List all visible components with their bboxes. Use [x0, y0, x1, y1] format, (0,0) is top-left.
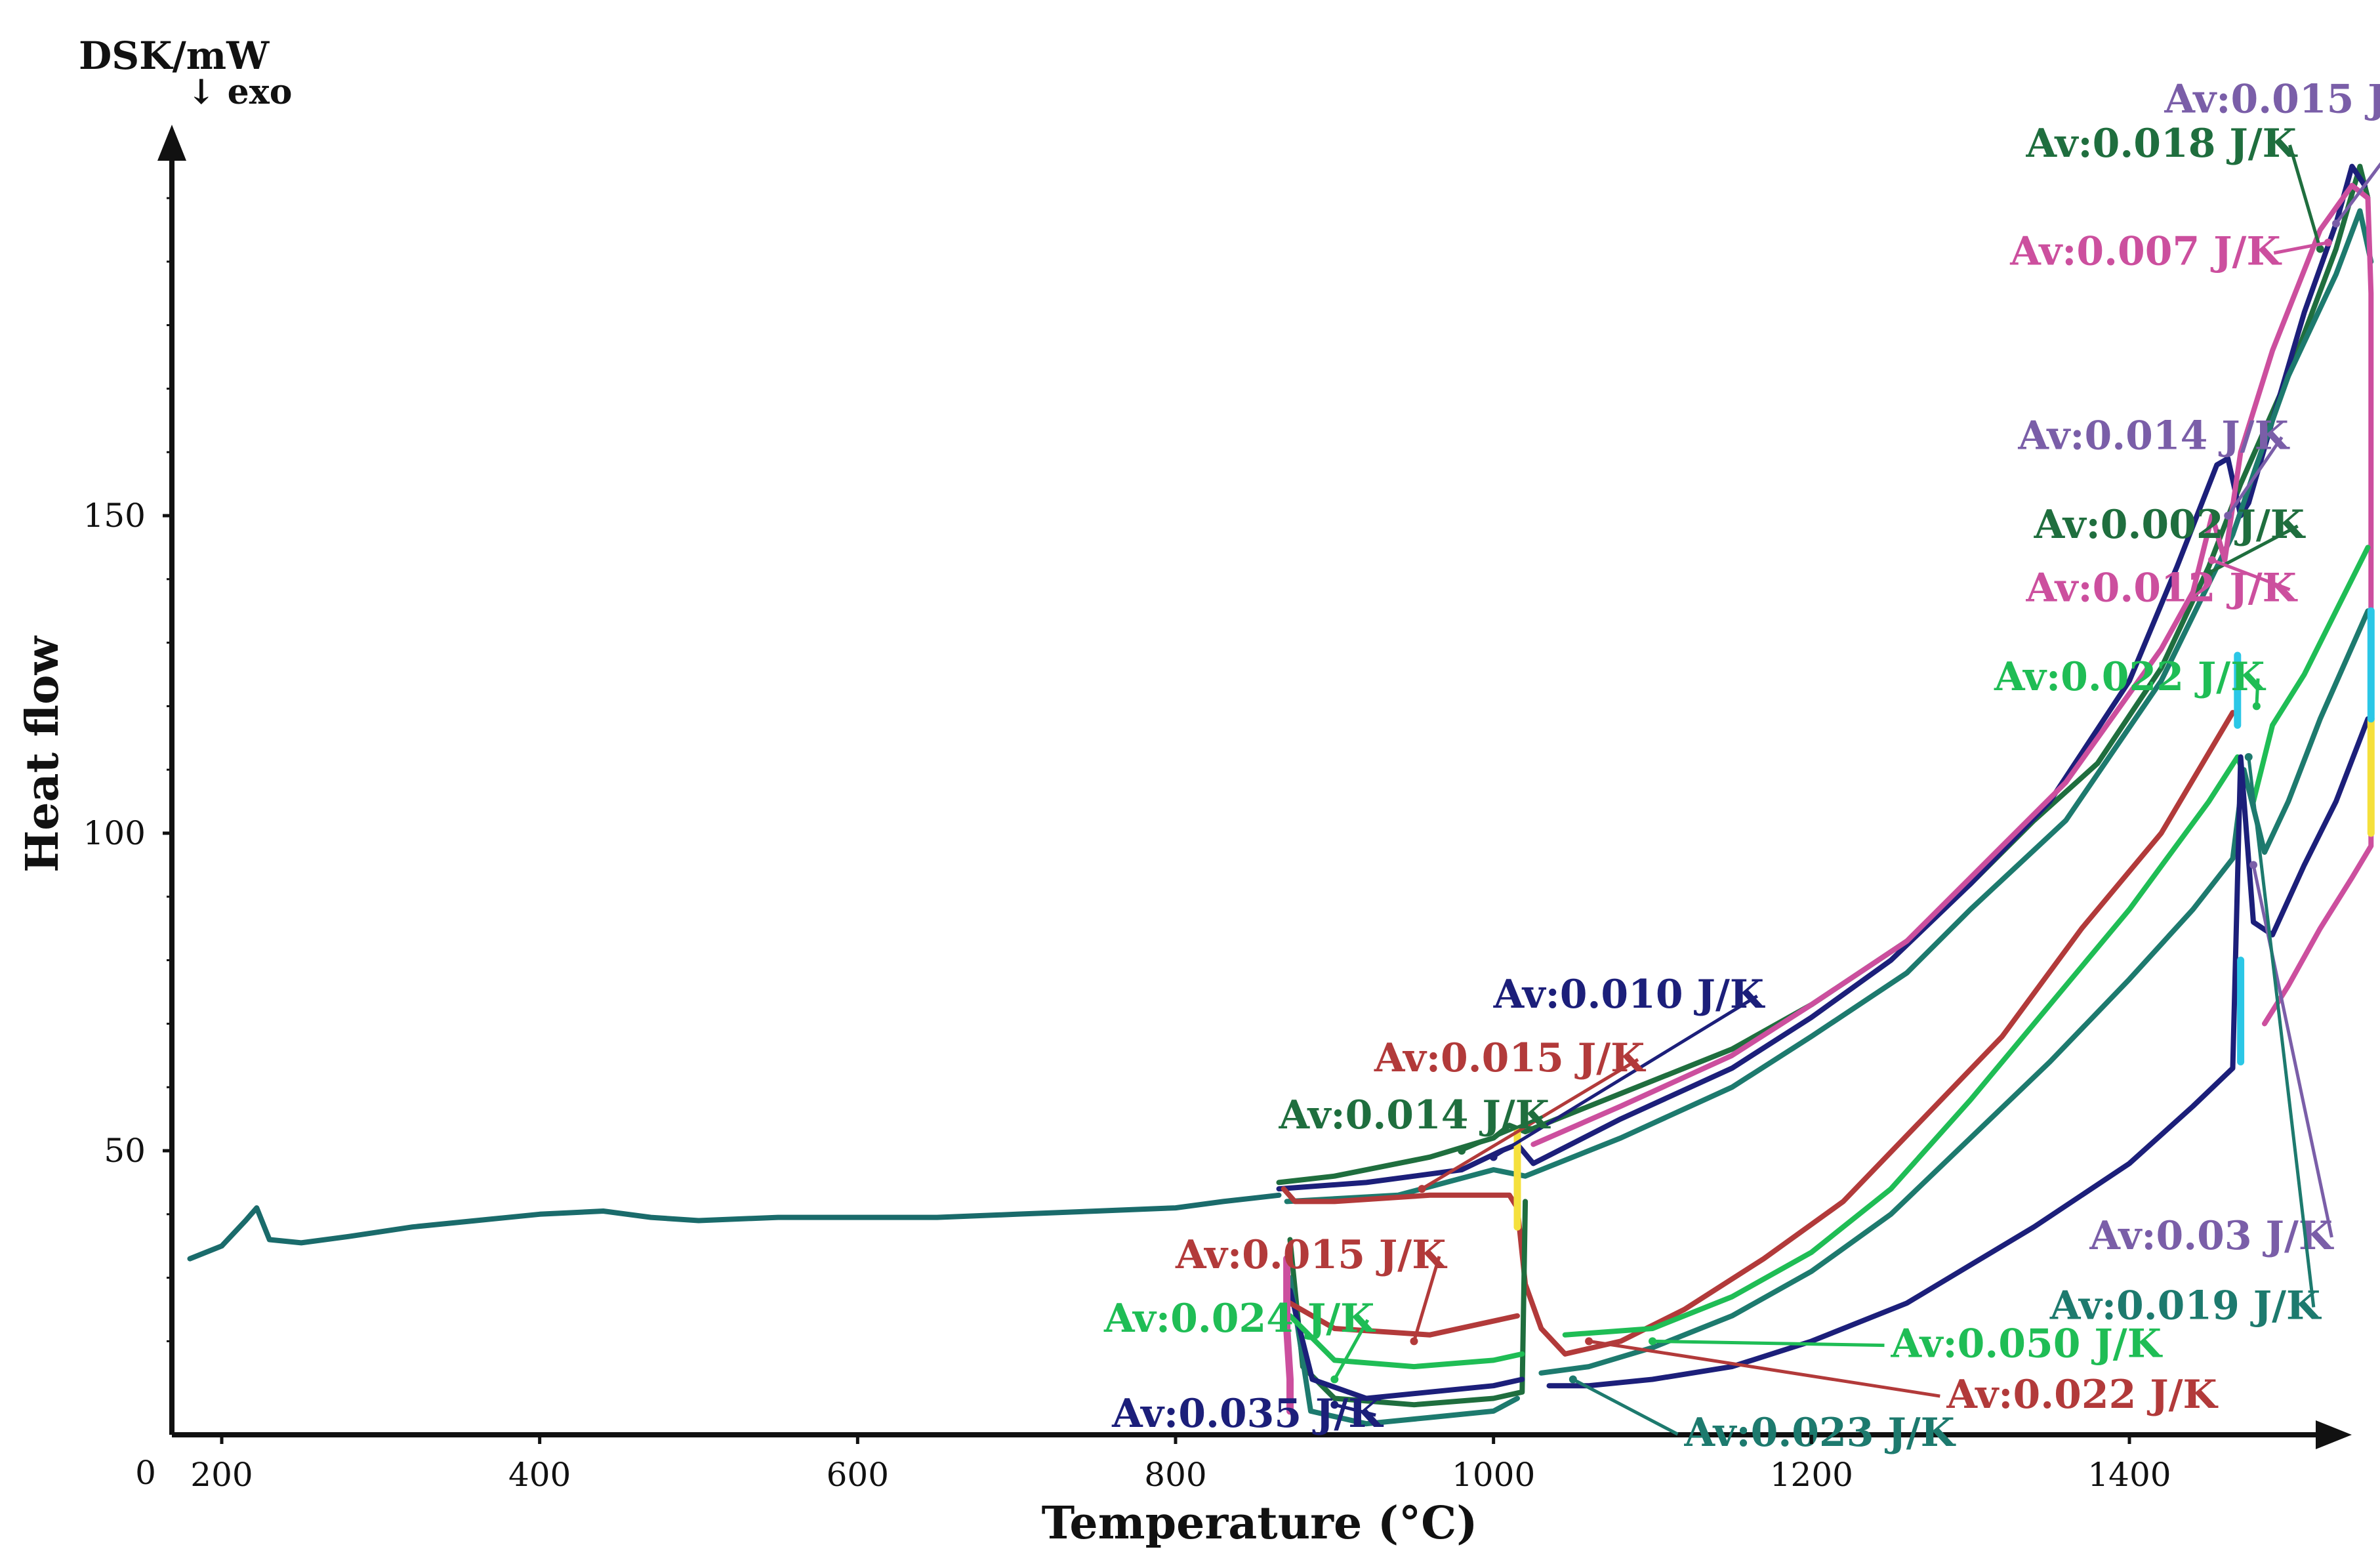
y-tick-label: 100	[83, 814, 146, 852]
annotation-point	[2244, 752, 2253, 761]
annotation-leader-line	[1492, 995, 1758, 1159]
annotation-leader-line	[1588, 1339, 1940, 1398]
annotation-leader-line	[2288, 144, 2322, 250]
x-tick-label: 400	[508, 1456, 571, 1494]
series-line-12	[1287, 1313, 1525, 1370]
y-unit-label: DSK/mW	[79, 33, 270, 78]
annotation-label: Av:0.024 J/K	[1103, 1296, 1376, 1342]
annotation-point	[1330, 1401, 1339, 1409]
series-line-13	[1287, 1300, 1520, 1338]
y-unit-sublabel: ↓ exo	[187, 72, 292, 112]
origin-label: 0	[135, 1454, 156, 1492]
annotation-leader-line	[1461, 1115, 1544, 1153]
annotation-point	[2208, 556, 2217, 564]
series-line-10	[1287, 1275, 1520, 1427]
annotation-label: Av:0.018 J/K	[2025, 121, 2297, 167]
annotation-label: Av:0.022 J/K	[1946, 1372, 2218, 1418]
annotation-point	[1418, 1185, 1426, 1193]
annotation-label: Av:0.022 J/K	[1994, 654, 2266, 700]
annotation-point	[1330, 1375, 1339, 1384]
y-axis-arrow	[157, 125, 186, 161]
annotation-leader-line	[1572, 1378, 1679, 1436]
x-axis-title: Temperature (°C)	[1042, 1497, 1478, 1550]
x-tick-label: 200	[190, 1456, 253, 1494]
annotation-point	[1410, 1337, 1418, 1346]
series-line-5	[1281, 710, 2236, 1357]
y-tick-label: 50	[104, 1132, 146, 1170]
annotation-point	[1649, 1337, 1656, 1346]
annotation-leader-line	[1334, 1403, 1376, 1417]
annotation-label: Av:0.012 J/K	[2025, 566, 2297, 611]
annotation-point	[1458, 1147, 1466, 1155]
annotation-point	[1569, 1375, 1577, 1384]
annotation-label: Av:0.019 J/K	[2049, 1283, 2322, 1329]
annotation-point	[2249, 861, 2258, 869]
x-tick-label: 800	[1144, 1456, 1206, 1494]
annotation-point	[2252, 702, 2261, 711]
annotation-label: Av:0.014 J/K	[1279, 1092, 1551, 1138]
tick-layer: 200 400 600 800 1000 1200 1400 50 100 150	[83, 197, 2171, 1494]
annotation-leader-line	[1652, 1339, 1885, 1348]
annotation-point	[2224, 512, 2232, 520]
annotation-label: Av:0.023 J/K	[1683, 1410, 1956, 1456]
series-line-0	[187, 1192, 1282, 1262]
annotation-label: Av:0.002 J/K	[2034, 502, 2306, 548]
annotation-label: Av:0.007 J/K	[2009, 229, 2282, 275]
annotation-leader-line	[2211, 558, 2291, 592]
annotation-leader-line	[2247, 756, 2316, 1308]
axes	[157, 125, 2352, 1449]
series-line-7	[1538, 608, 2371, 1376]
annotation-label: Av:0.03 J/K	[2089, 1213, 2333, 1259]
annotation-point	[2324, 238, 2332, 247]
annotation-label: Av:0.014 J/K	[2017, 413, 2289, 459]
series-line-11	[1287, 1288, 1525, 1401]
x-tick-label: 600	[827, 1456, 889, 1494]
series-line-14	[1283, 1255, 1294, 1415]
series-line-6	[1562, 545, 2371, 1338]
annotation-leader-line	[2251, 864, 2333, 1238]
x-axis-arrow	[2316, 1420, 2352, 1449]
annotation-leader-line	[1412, 1256, 1441, 1342]
annotation-label: Av:0.015 J/K	[1374, 1035, 1646, 1081]
annotation-leader-line	[2255, 678, 2260, 707]
annotation-point	[2316, 245, 2324, 253]
x-tick-label: 1000	[1452, 1456, 1535, 1494]
x-tick-label: 1400	[2087, 1456, 2171, 1494]
x-tick-label: 1200	[1770, 1456, 1853, 1494]
y-tick-label: 150	[83, 497, 146, 535]
y-axis-title: Heat flow	[16, 636, 69, 873]
annotation-label: Av:0.035 J/K	[1111, 1391, 1384, 1437]
annotation-point	[2205, 569, 2213, 577]
series-line-8	[1546, 716, 2371, 1389]
annotation-point	[1585, 1337, 1593, 1346]
annotation-label: Av:0.015 J/K	[1175, 1232, 1447, 1278]
annotation-point	[2332, 219, 2341, 228]
annotation-leader-line	[2335, 162, 2380, 225]
annotation-leader-line	[1333, 1319, 1370, 1380]
annotation-leader-line	[1421, 1058, 1639, 1191]
annotation-leader-line	[2226, 436, 2284, 517]
annotation-label: Av:0.010 J/K	[1493, 972, 1765, 1018]
annotation-label: Av:0.015 J/K	[2164, 76, 2380, 122]
annotation-leader-line	[2273, 241, 2329, 255]
annotation-point	[1489, 1153, 1498, 1161]
annotation-label: Av:0.050 J/K	[1891, 1321, 2163, 1367]
annotation-layer: Av:0.015 J/KAv:0.018 J/KAv:0.007 J/KAv:0…	[1103, 76, 2380, 1456]
